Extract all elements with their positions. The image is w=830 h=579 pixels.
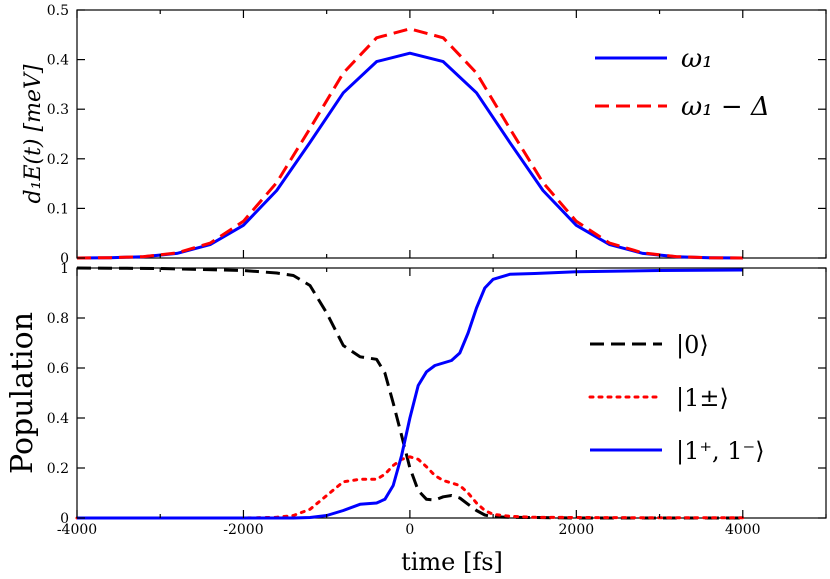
top-x-ticks bbox=[76, 10, 827, 258]
top-y-tick-label-4: 0.4 bbox=[47, 53, 69, 69]
bottom-x-axis-label: time [fs] bbox=[401, 548, 503, 576]
top-legend: ω₁ ω₁ − Δ bbox=[595, 44, 770, 122]
bottom-plot-frame bbox=[76, 267, 827, 519]
bottom-legend-label-0: |0⟩ bbox=[676, 331, 709, 360]
bottom-x-tick-label-3: 2000 bbox=[559, 522, 595, 538]
bottom-panel: 0 0.2 0.4 0.6 0.8 1 -4000 -2000 0 2000 4000 Popul… bbox=[5, 261, 827, 576]
bottom-x-tick-label-2: 0 bbox=[405, 522, 414, 538]
bottom-x-tick-label-0: -4000 bbox=[57, 522, 97, 538]
bottom-x-tick-label-1: -2000 bbox=[223, 522, 263, 538]
top-y-tick-label-0: 0 bbox=[60, 251, 69, 267]
top-y-axis-label: d₁E(t) [meV] bbox=[21, 64, 46, 203]
top-y-tick-label-5: 0.5 bbox=[47, 3, 69, 19]
top-plot-frame bbox=[76, 9, 827, 259]
top-y-tick-label-1: 0.1 bbox=[47, 201, 69, 217]
bottom-series-line-2 bbox=[77, 268, 743, 520]
bottom-y-tick-label-5: 1 bbox=[60, 261, 69, 277]
bottom-legend: |0⟩ |1±⟩ |1⁺, 1⁻⟩ bbox=[588, 331, 765, 466]
bottom-y-tick-label-4: 0.8 bbox=[47, 311, 69, 327]
bottom-series-line-1 bbox=[75, 455, 745, 520]
top-legend-label-0: ω₁ bbox=[681, 44, 713, 74]
bottom-y-tick-label-0: 0 bbox=[60, 511, 69, 527]
bottom-y-axis-label: Population bbox=[5, 312, 40, 474]
top-y-tick-label-3: 0.3 bbox=[47, 102, 69, 118]
top-y-tick-label-2: 0.2 bbox=[47, 152, 69, 168]
bottom-legend-label-1: |1±⟩ bbox=[676, 384, 729, 413]
top-panel: 0 0.1 0.2 0.3 0.4 0.5 d₁E(t) [meV] ω₁ ω₁ − Δ bbox=[21, 3, 827, 267]
top-series-line-1 bbox=[76, 27, 743, 260]
bottom-series-group bbox=[75, 266, 745, 520]
bottom-series-line-0 bbox=[76, 266, 743, 520]
top-series-group bbox=[76, 27, 743, 260]
bottom-y-ticks: 0 0.2 0.4 0.6 0.8 1 bbox=[47, 261, 826, 527]
bottom-y-tick-label-3: 0.6 bbox=[47, 361, 69, 377]
bottom-x-tick-label-4: 4000 bbox=[725, 522, 761, 538]
top-y-ticks: 0 0.1 0.2 0.3 0.4 0.5 bbox=[47, 3, 826, 267]
bottom-y-tick-label-1: 0.2 bbox=[47, 461, 69, 477]
top-legend-label-1: ω₁ − Δ bbox=[681, 92, 770, 122]
bottom-x-ticks: -4000 -2000 0 2000 4000 bbox=[57, 268, 827, 538]
bottom-legend-label-2: |1⁺, 1⁻⟩ bbox=[676, 437, 765, 466]
bottom-y-tick-label-2: 0.4 bbox=[47, 411, 69, 427]
